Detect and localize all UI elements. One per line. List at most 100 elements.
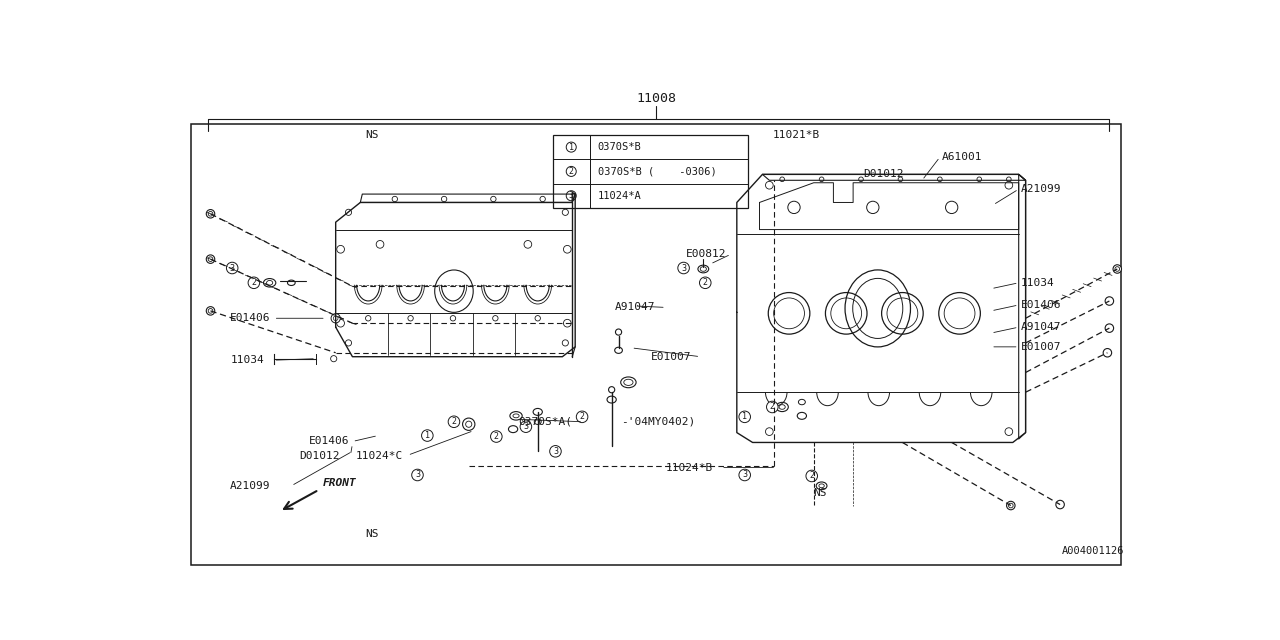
Text: D01012: D01012: [863, 170, 904, 179]
Text: A91047: A91047: [1020, 322, 1061, 332]
Text: A21099: A21099: [230, 481, 271, 491]
Circle shape: [1103, 349, 1111, 357]
Text: 0370S*A(: 0370S*A(: [518, 417, 572, 427]
Text: 3: 3: [415, 470, 420, 479]
Text: 1: 1: [742, 412, 748, 421]
Text: 3: 3: [742, 470, 748, 479]
Text: 2: 2: [568, 167, 573, 176]
Text: A91047: A91047: [614, 303, 655, 312]
Text: 1: 1: [568, 143, 573, 152]
Circle shape: [520, 421, 531, 433]
Circle shape: [490, 431, 502, 442]
Text: 0370S*B: 0370S*B: [598, 142, 641, 152]
Circle shape: [566, 166, 576, 177]
Circle shape: [1006, 177, 1011, 182]
Circle shape: [535, 316, 540, 321]
Circle shape: [566, 191, 576, 201]
Text: 11021*B: 11021*B: [772, 130, 819, 140]
Text: 1: 1: [425, 431, 430, 440]
Circle shape: [899, 177, 902, 182]
Text: 3: 3: [568, 191, 573, 200]
Circle shape: [977, 177, 982, 182]
Circle shape: [1005, 181, 1012, 189]
Text: 2: 2: [580, 412, 585, 421]
Circle shape: [739, 469, 750, 481]
Circle shape: [566, 142, 576, 152]
Circle shape: [576, 411, 588, 422]
Circle shape: [859, 177, 863, 182]
Text: NS: NS: [365, 130, 379, 140]
Circle shape: [248, 277, 260, 289]
Text: 11024*B: 11024*B: [666, 463, 713, 472]
Text: 11024*A: 11024*A: [598, 191, 641, 201]
Text: E01406: E01406: [1020, 300, 1061, 310]
Text: 0370S*B (    -0306): 0370S*B ( -0306): [598, 166, 717, 177]
Text: NS: NS: [365, 529, 379, 539]
Text: 2: 2: [494, 432, 499, 441]
Text: FRONT: FRONT: [323, 478, 357, 488]
Circle shape: [765, 428, 773, 435]
Text: 11034: 11034: [230, 355, 264, 365]
Circle shape: [806, 470, 818, 482]
Text: 2: 2: [809, 472, 814, 481]
Text: A004001126: A004001126: [1061, 546, 1124, 556]
Circle shape: [1006, 501, 1015, 510]
Bar: [553, 135, 748, 208]
Text: 3: 3: [524, 422, 529, 431]
Circle shape: [493, 316, 498, 321]
Text: -'04MY0402): -'04MY0402): [622, 417, 696, 427]
Text: 3: 3: [229, 264, 234, 273]
Circle shape: [739, 411, 750, 422]
Circle shape: [819, 177, 824, 182]
Text: E01406: E01406: [308, 436, 349, 447]
Circle shape: [767, 401, 778, 413]
Circle shape: [206, 209, 215, 218]
Text: 2: 2: [452, 417, 457, 426]
Circle shape: [1005, 428, 1012, 435]
Text: 3: 3: [553, 447, 558, 456]
Circle shape: [227, 262, 238, 274]
Circle shape: [765, 181, 773, 189]
Text: 2: 2: [703, 278, 708, 287]
Circle shape: [937, 177, 942, 182]
Circle shape: [448, 416, 460, 428]
Text: D01012: D01012: [300, 451, 339, 461]
Circle shape: [330, 356, 337, 362]
Text: 2: 2: [769, 403, 774, 412]
Text: E01007: E01007: [1020, 342, 1061, 352]
Text: A21099: A21099: [1020, 184, 1061, 194]
Text: E00812: E00812: [686, 249, 726, 259]
Circle shape: [332, 314, 340, 323]
Circle shape: [462, 418, 475, 430]
Circle shape: [1114, 265, 1121, 273]
Circle shape: [678, 262, 690, 274]
Text: E01406: E01406: [230, 313, 271, 323]
Circle shape: [206, 255, 215, 264]
Circle shape: [699, 277, 712, 289]
Text: E01007: E01007: [652, 352, 691, 362]
Circle shape: [490, 196, 497, 202]
Text: A61001: A61001: [942, 152, 982, 162]
Circle shape: [442, 196, 447, 202]
Circle shape: [366, 316, 371, 321]
Circle shape: [780, 177, 785, 182]
Circle shape: [1056, 500, 1065, 509]
Circle shape: [421, 430, 433, 442]
Text: 3: 3: [681, 264, 686, 273]
Circle shape: [540, 196, 545, 202]
Text: 11024*C: 11024*C: [356, 451, 403, 461]
Bar: [191, 124, 1121, 564]
Text: 11008: 11008: [636, 92, 676, 106]
Text: NS: NS: [814, 488, 827, 498]
Circle shape: [451, 316, 456, 321]
Text: 2: 2: [251, 278, 256, 287]
Circle shape: [1105, 297, 1114, 305]
Text: 11034: 11034: [1020, 278, 1055, 288]
Circle shape: [206, 307, 215, 315]
Circle shape: [1105, 324, 1114, 332]
Circle shape: [412, 469, 424, 481]
Circle shape: [608, 387, 614, 393]
Circle shape: [549, 445, 561, 457]
Circle shape: [392, 196, 398, 202]
Circle shape: [408, 316, 413, 321]
